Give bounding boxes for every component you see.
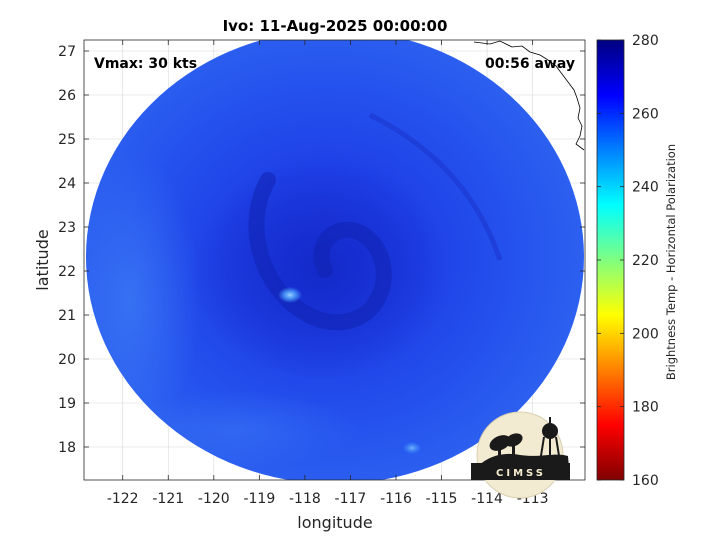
x-tick-label: -120 (198, 491, 230, 507)
y-tick-label: 25 (58, 132, 76, 148)
outer-band (368, 112, 503, 261)
colorbar-tick-label: 240 (632, 180, 659, 196)
y-tick-label: 20 (58, 352, 76, 368)
colorbar-tick-label: 280 (632, 33, 659, 49)
spiral-band (248, 172, 392, 331)
cimss-logo: CIMSS (471, 411, 570, 499)
colorbar: 160 180 200 220 240 260 280 Brightness Temp - … (596, 33, 678, 489)
y-tick-label: 24 (58, 176, 76, 192)
vmax-label: Vmax: 30 kts (94, 56, 197, 72)
colorbar-tick-label: 180 (632, 400, 659, 416)
colorbar-label: Brightness Temp - Horizontal Polarizatio… (664, 144, 678, 380)
x-tick-label: -117 (335, 491, 367, 507)
logo-text: CIMSS (496, 468, 546, 479)
x-tick-label: -122 (107, 491, 139, 507)
y-tick-label: 27 (58, 44, 76, 60)
colorbar-tick-label: 220 (632, 253, 659, 269)
axis-ticks: -122 -121 -120 -119 -118 -117 -116 -115 -114 -113… (58, 40, 585, 507)
colorbar-gradient (596, 39, 625, 481)
y-tick-label: 26 (58, 88, 76, 104)
coastline (473, 40, 585, 151)
warm-spot-south (403, 442, 421, 454)
warm-spot (278, 287, 302, 303)
y-tick-label: 23 (58, 220, 76, 236)
y-tick-label: 18 (58, 440, 76, 456)
chart-title: Ivo: 11-Aug-2025 00:00:00 (223, 17, 448, 35)
y-tick-label: 22 (58, 264, 76, 280)
x-tick-label: -118 (289, 491, 321, 507)
x-tick-label: -119 (243, 491, 275, 507)
y-tick-label: 19 (58, 396, 76, 412)
x-axis-label: longitude (297, 513, 372, 532)
y-axis-label: latitude (33, 229, 52, 290)
colorbar-tick-label: 160 (632, 473, 659, 489)
colorbar-tick-label: 260 (632, 106, 659, 122)
time-away-label: 00:56 away (485, 56, 575, 72)
water-tower-icon (539, 417, 561, 463)
x-tick-label: -114 (471, 491, 503, 507)
brightness-temp-swath (86, 40, 584, 480)
radar-dish-icon (489, 433, 523, 460)
colorbar-tick-label: 200 (632, 326, 659, 342)
y-tick-label: 21 (58, 308, 76, 324)
x-tick-label: -116 (380, 491, 412, 507)
x-tick-label: -121 (152, 491, 184, 507)
colorbar-ticks: 160 180 200 220 240 260 280 (597, 33, 659, 489)
x-tick-label: -115 (426, 491, 458, 507)
axes-frame (83, 39, 586, 481)
